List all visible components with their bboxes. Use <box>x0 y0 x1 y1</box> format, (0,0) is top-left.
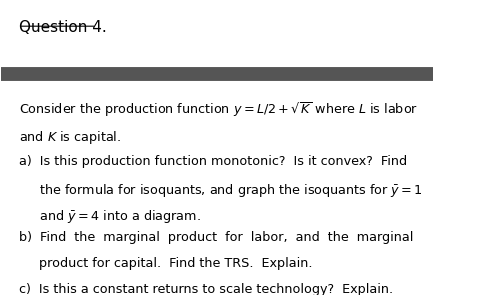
Text: a)  Is this production function monotonic?  Is it convex?  Find: a) Is this production function monotonic… <box>19 155 406 168</box>
Text: and $K$ is capital.: and $K$ is capital. <box>19 129 120 146</box>
Text: Consider the production function $y = L/2+\sqrt{K}$ where $L$ is labor: Consider the production function $y = L/… <box>19 101 417 119</box>
Text: Question 4.: Question 4. <box>19 20 106 35</box>
Text: b)  Find  the  marginal  product  for  labor,  and  the  marginal: b) Find the marginal product for labor, … <box>19 231 412 244</box>
Text: and $\bar{y} = 4$ into a diagram.: and $\bar{y} = 4$ into a diagram. <box>19 208 200 224</box>
Text: c)  Is this a constant returns to scale technology?  Explain.: c) Is this a constant returns to scale t… <box>19 283 392 295</box>
Text: the formula for isoquants, and graph the isoquants for $\bar{y} = 1$: the formula for isoquants, and graph the… <box>19 181 422 199</box>
Text: product for capital.  Find the TRS.  Explain.: product for capital. Find the TRS. Expla… <box>19 257 312 270</box>
